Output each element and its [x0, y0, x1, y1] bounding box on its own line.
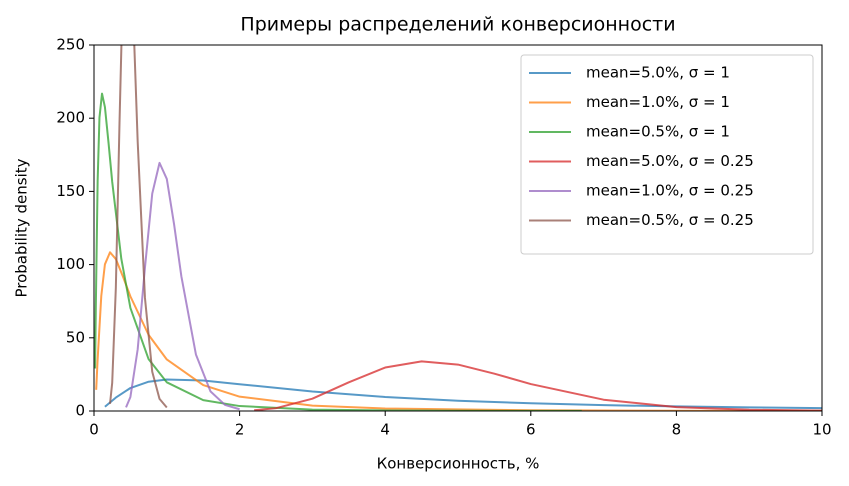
y-tick-label: 200	[56, 109, 85, 127]
x-tick-label: 2	[235, 421, 245, 439]
y-tick-label: 50	[66, 328, 85, 346]
axes-frame	[93, 44, 823, 412]
series-line	[104, 378, 822, 410]
series-line	[94, 92, 582, 411]
y-tick-label: 0	[75, 402, 85, 420]
legend-label: mean=0.5%, σ = 1	[586, 123, 730, 141]
legend-label: mean=1.0%, σ = 0.25	[586, 182, 754, 200]
series-line	[95, 251, 822, 411]
x-axis-label: Конверсионность, %	[377, 455, 540, 473]
series-line	[254, 360, 822, 411]
y-tick-label: 100	[56, 255, 85, 273]
legend-label: mean=1.0%, σ = 1	[586, 93, 730, 111]
y-tick-label: 250	[56, 36, 85, 54]
series-line	[125, 161, 240, 411]
legend-label: mean=0.5%, σ = 0.25	[586, 211, 754, 229]
series-line	[109, 45, 168, 409]
x-tick-label: 8	[672, 421, 682, 439]
y-tick-label: 150	[56, 182, 85, 200]
legend-box	[520, 54, 814, 255]
chart-title: Примеры распределений конверсионности	[240, 14, 675, 36]
x-tick-label: 10	[812, 421, 831, 439]
y-axis-label: Probability density	[13, 158, 31, 297]
legend-label: mean=5.0%, σ = 0.25	[586, 152, 754, 170]
x-tick-label: 0	[89, 421, 99, 439]
legend-label: mean=5.0%, σ = 1	[586, 64, 730, 82]
x-tick-label: 6	[526, 421, 536, 439]
plot-area	[94, 45, 822, 411]
x-tick-label: 4	[380, 421, 390, 439]
